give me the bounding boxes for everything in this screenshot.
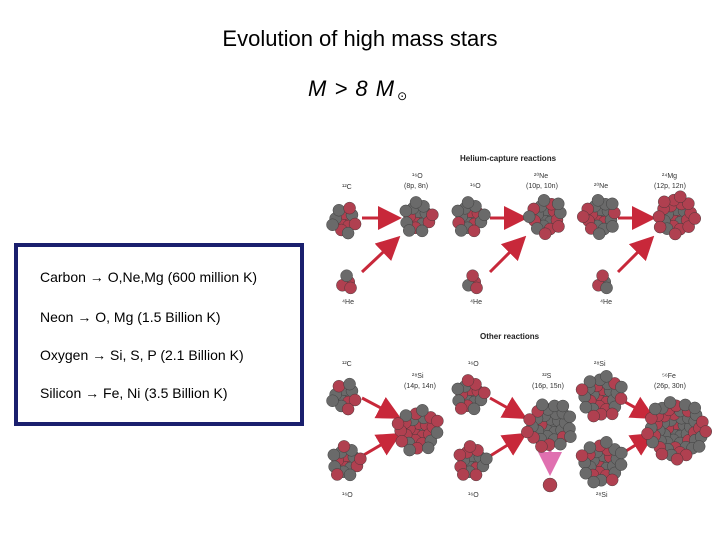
label-si28-b: ²⁸Si: [594, 361, 606, 368]
emitted-proton: [542, 477, 558, 493]
label-fe56: ⁵⁶Fe: [662, 373, 676, 380]
label-ne20-top-sub: (10p, 10n): [526, 183, 558, 190]
label-c12-top: ¹²C: [342, 184, 352, 191]
nucleus-s32: [521, 398, 577, 453]
nucleus-c12-bottom: [326, 377, 362, 416]
nucleus-si28-c: [575, 436, 628, 489]
nucleus-o16-bottom: [451, 374, 491, 416]
arrow-he4-a: [360, 235, 401, 274]
label-ne20-mid: ²⁰Ne: [594, 182, 608, 190]
arrow-he4-c: [616, 235, 655, 274]
mass-condition-text: M > 8 M: [308, 76, 396, 101]
label-he4-a: ⁴He: [342, 299, 354, 306]
label-si28-a: ²⁸Si: [412, 373, 424, 380]
label-mg24-top-sub: (12p, 12n): [654, 183, 686, 190]
nucleus-o16-lower2: [453, 440, 493, 482]
label-si28-c: ²⁸Si: [596, 492, 608, 499]
nucleus-mg24-top: [652, 190, 701, 241]
page-title: Evolution of high mass stars: [222, 26, 498, 51]
silicon-burning-line: Silicon → Fe, Ni (3.5 Billion K): [40, 385, 228, 401]
label-mg24-top: ²⁴Mg: [662, 173, 677, 180]
arrow-c12-to-si28: [361, 396, 402, 419]
nucleus-he4-a: [336, 269, 357, 295]
nucleus-o16-mid: [451, 196, 491, 238]
burning-stages-box: Carbon → O,Ne,Mg (600 million K) Neon → …: [14, 243, 304, 426]
nucleus-ne20-mid: [577, 194, 621, 241]
nucleus-si28-b: [575, 370, 628, 423]
label-s32: ³²S: [542, 373, 552, 380]
helium-capture-heading: Helium-capture reactions: [460, 154, 557, 163]
label-o16-lower2: ¹⁶O: [468, 492, 479, 499]
nucleus-o16-top: [399, 196, 439, 238]
arrow-o16-to-s32: [489, 396, 528, 419]
label-o16-lower: ¹⁶O: [342, 492, 353, 499]
label-o16-mid: ¹⁶O: [470, 183, 481, 190]
label-he4-b: ⁴He: [470, 299, 482, 306]
mass-condition: M > 8 M ⊙: [308, 76, 408, 103]
oxygen-burning-line: Oxygen → Si, S, P (2.1 Billion K): [40, 347, 244, 363]
carbon-burning-line: Carbon → O,Ne,Mg (600 million K): [40, 269, 258, 285]
nucleus-c12-top: [326, 201, 362, 240]
label-o16-top: ¹⁶O: [412, 173, 423, 180]
nucleus-ne20-top: [522, 194, 567, 241]
nucleus-fe56: [641, 396, 712, 466]
nucleus-o16-lower: [327, 440, 367, 482]
other-reactions-heading: Other reactions: [480, 332, 540, 341]
label-si28-a-sub: (14p, 14n): [404, 383, 436, 390]
label-o16-bottom: ¹⁶O: [468, 361, 479, 368]
label-fe56-sub: (26p, 30n): [654, 383, 686, 390]
solar-mass-symbol: ⊙: [397, 89, 409, 103]
label-he4-c: ⁴He: [600, 299, 612, 306]
label-s32-sub: (16p, 15n): [532, 383, 564, 390]
arrow-o16b-to-s32: [489, 432, 528, 458]
nucleus-si28-a: [391, 404, 444, 457]
nuclear-reactions-diagram: Helium-capture reactions Other reactions…: [326, 154, 712, 499]
arrow-o16-to-si28: [361, 432, 402, 458]
label-ne20-top: ²⁰Ne: [534, 172, 548, 180]
label-o16-top-sub: (8p, 8n): [404, 183, 428, 190]
neon-burning-line: Neon → O, Mg (1.5 Billion K): [40, 309, 221, 325]
label-c12-bottom: ¹²C: [342, 361, 352, 368]
arrow-he4-b: [488, 235, 527, 274]
nucleus-he4-b: [462, 269, 483, 295]
nucleus-he4-c: [592, 269, 613, 295]
